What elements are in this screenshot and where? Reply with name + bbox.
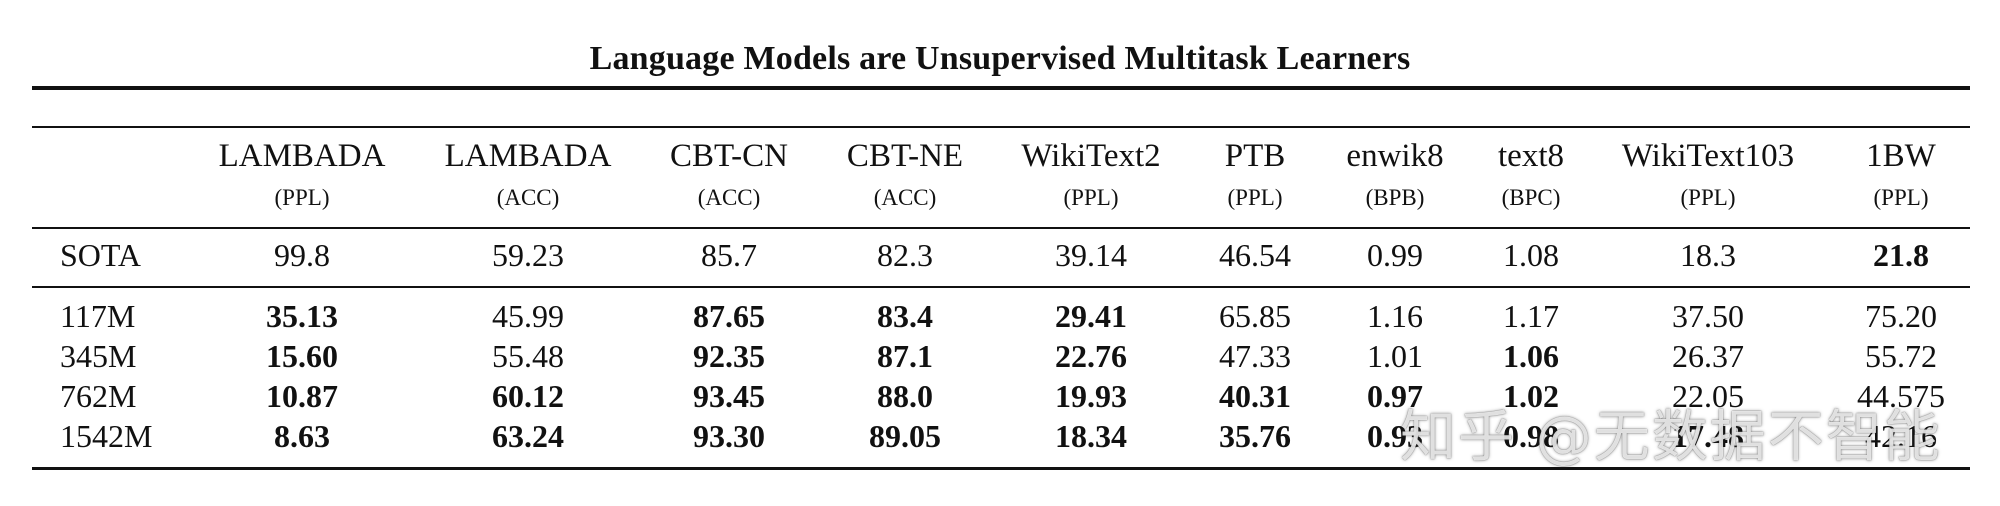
column-header-name: PTB bbox=[1224, 138, 1286, 174]
row-label: 762M bbox=[60, 378, 137, 414]
table-cell: 17.48 bbox=[1672, 418, 1744, 454]
table-cell: 40.31 bbox=[1219, 378, 1291, 414]
table-cell: 22.05 bbox=[1672, 378, 1744, 414]
table-cell: 18.34 bbox=[1055, 418, 1127, 454]
column-header-unit: (BPC) bbox=[1501, 185, 1561, 210]
column-header-unit: (PPL) bbox=[274, 185, 330, 210]
column-header-name: LAMBADA bbox=[218, 138, 386, 174]
table-cell: 65.85 bbox=[1219, 298, 1291, 334]
table-cell: 92.35 bbox=[693, 338, 765, 374]
column-header-name: WikiText103 bbox=[1621, 138, 1795, 174]
header-rule bbox=[32, 126, 1970, 128]
column-header-unit: (ACC) bbox=[496, 185, 560, 210]
table-cell: 35.76 bbox=[1219, 418, 1291, 454]
table-cell: 60.12 bbox=[492, 378, 564, 414]
table-cell: 39.14 bbox=[1055, 237, 1127, 273]
table-cell: 1.16 bbox=[1367, 298, 1423, 334]
table-cell: 93.30 bbox=[693, 418, 765, 454]
table-cell: 87.1 bbox=[877, 338, 933, 374]
table-cell: 15.60 bbox=[266, 338, 338, 374]
table-cell: 45.99 bbox=[492, 298, 564, 334]
table-cell: 55.72 bbox=[1865, 338, 1937, 374]
table-cell: 18.3 bbox=[1680, 237, 1736, 273]
column-header-unit: (PPL) bbox=[1873, 185, 1929, 210]
table-cell: 22.76 bbox=[1055, 338, 1127, 374]
table-cell: 0.97 bbox=[1367, 378, 1423, 414]
table-title: Language Models are Unsupervised Multita… bbox=[589, 40, 1411, 77]
table-cell: 19.93 bbox=[1055, 378, 1127, 414]
table-cell: 59.23 bbox=[492, 237, 564, 273]
column-header-name: enwik8 bbox=[1346, 138, 1444, 174]
table-cell: 21.8 bbox=[1873, 237, 1929, 273]
table-cell: 1.02 bbox=[1503, 378, 1559, 414]
column-header-name: CBT-CN bbox=[670, 138, 788, 174]
row-label: 117M bbox=[60, 298, 136, 334]
table-cell: 37.50 bbox=[1672, 298, 1744, 334]
table-cell: 0.93 bbox=[1367, 418, 1423, 454]
table-cell: 10.87 bbox=[266, 378, 338, 414]
column-header-name: WikiText2 bbox=[1021, 138, 1161, 174]
column-header-name: 1BW bbox=[1866, 138, 1936, 174]
table-cell: 1.17 bbox=[1503, 298, 1559, 334]
table-cell: 44.575 bbox=[1857, 378, 1945, 414]
table-cell: 85.7 bbox=[701, 237, 757, 273]
table-cell: 89.05 bbox=[869, 418, 941, 454]
header-bottom-rule bbox=[32, 227, 1970, 229]
row-label: 1542M bbox=[60, 418, 153, 454]
table-cell: 88.0 bbox=[877, 378, 933, 414]
table-cell: 1.01 bbox=[1367, 338, 1423, 374]
table-cell: 1.08 bbox=[1503, 237, 1559, 273]
table-cell: 46.54 bbox=[1219, 237, 1291, 273]
table-cell: 1.06 bbox=[1503, 338, 1559, 374]
table-cell: 82.3 bbox=[877, 237, 933, 273]
table-cell: 0.98 bbox=[1503, 418, 1559, 454]
column-header-unit: (PPL) bbox=[1227, 185, 1283, 210]
table-cell: 29.41 bbox=[1055, 298, 1127, 334]
watermark-text: 知乎 @无数据不智能 bbox=[1400, 405, 1942, 470]
column-header-unit: (ACC) bbox=[873, 185, 937, 210]
table-cell: 8.63 bbox=[274, 418, 330, 454]
column-header-unit: (BPB) bbox=[1365, 185, 1425, 210]
table-cell: 63.24 bbox=[492, 418, 564, 454]
column-header-unit: (ACC) bbox=[697, 185, 761, 210]
row-label: 345M bbox=[60, 338, 137, 374]
table-cell: 26.37 bbox=[1672, 338, 1744, 374]
table-cell: 87.65 bbox=[693, 298, 765, 334]
column-header-name: text8 bbox=[1498, 138, 1564, 174]
table-cell: 93.45 bbox=[693, 378, 765, 414]
bottom-rule bbox=[32, 467, 1970, 470]
column-header-unit: (PPL) bbox=[1063, 185, 1119, 210]
row-label: SOTA bbox=[60, 237, 141, 273]
table-cell: 99.8 bbox=[274, 237, 330, 273]
table-cell: 83.4 bbox=[877, 298, 933, 334]
table-cell: 0.99 bbox=[1367, 237, 1423, 273]
top-rule bbox=[32, 86, 1970, 90]
table-cell: 42.16 bbox=[1865, 418, 1937, 454]
sota-bottom-rule bbox=[32, 286, 1970, 288]
column-header-name: LAMBADA bbox=[444, 138, 612, 174]
table-cell: 75.20 bbox=[1865, 298, 1937, 334]
column-header-name: CBT-NE bbox=[846, 138, 964, 174]
table-cell: 35.13 bbox=[266, 298, 338, 334]
table-cell: 47.33 bbox=[1219, 338, 1291, 374]
table-cell: 55.48 bbox=[492, 338, 564, 374]
column-header-unit: (PPL) bbox=[1680, 185, 1736, 210]
